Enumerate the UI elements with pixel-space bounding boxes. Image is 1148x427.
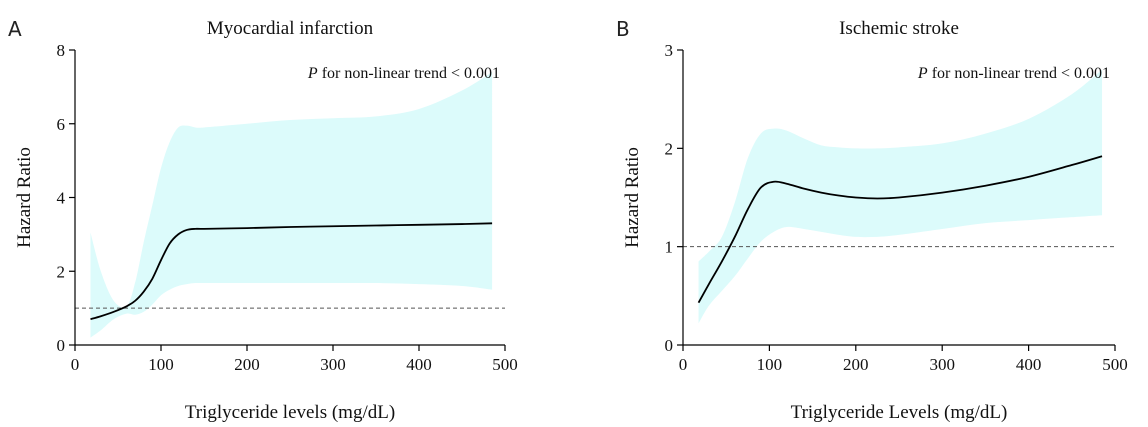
x-tick-label: 300 [320,355,346,374]
y-axis-label: Hazard Ratio [14,147,35,248]
p-symbol: P [307,65,318,82]
p-value-text: for non-linear trend < 0.001 [928,65,1110,82]
panel-b: 0 100 200 300 400 500 0 1 2 3 B Ischemic stroke Trig… [616,17,1128,423]
y-tick-label: 0 [665,336,674,355]
y-tick-label: 6 [57,115,66,134]
x-tick-label: 200 [843,355,869,374]
p-value-text: for non-linear trend < 0.001 [318,65,500,82]
y-tick-label: 0 [57,336,66,355]
x-axis-label: Triglyceride Levels (mg/dL) [791,402,1008,423]
chart-title: Ischemic stroke [839,18,959,39]
panel-letter: B [616,17,630,41]
y-tick-label: 3 [665,41,674,60]
chart-title: Myocardial infarction [207,18,374,39]
y-tick-label: 4 [57,189,66,208]
y-tick-label: 8 [57,41,66,60]
x-tick-label: 300 [929,355,955,374]
panel-a: 0 100 200 300 400 500 0 2 4 6 8 A Myocardial infarct… [8,17,518,423]
x-tick-label: 500 [1102,355,1128,374]
p-symbol: P [917,65,928,82]
x-tick-label: 400 [406,355,432,374]
x-tick-label: 0 [71,355,80,374]
x-tick-label: 100 [757,355,783,374]
y-axis-label: Hazard Ratio [622,147,643,248]
x-tick-label: 200 [234,355,260,374]
confidence-band [90,72,493,338]
x-tick-label: 500 [492,355,518,374]
p-value-annotation: P for non-linear trend < 0.001 [917,65,1110,82]
hazard-ratio-line [697,155,1103,304]
x-tick-label: 0 [679,355,688,374]
y-tick-label: 1 [665,238,674,257]
y-tick-label: 2 [57,262,66,281]
p-value-annotation: P for non-linear trend < 0.001 [307,65,500,82]
hazard-ratio-line [90,222,493,321]
panel-letter: A [8,17,22,41]
x-axis-label: Triglyceride levels (mg/dL) [185,402,395,423]
y-tick-label: 2 [665,139,674,158]
x-tick-label: 100 [148,355,174,374]
x-tick-label: 400 [1016,355,1042,374]
